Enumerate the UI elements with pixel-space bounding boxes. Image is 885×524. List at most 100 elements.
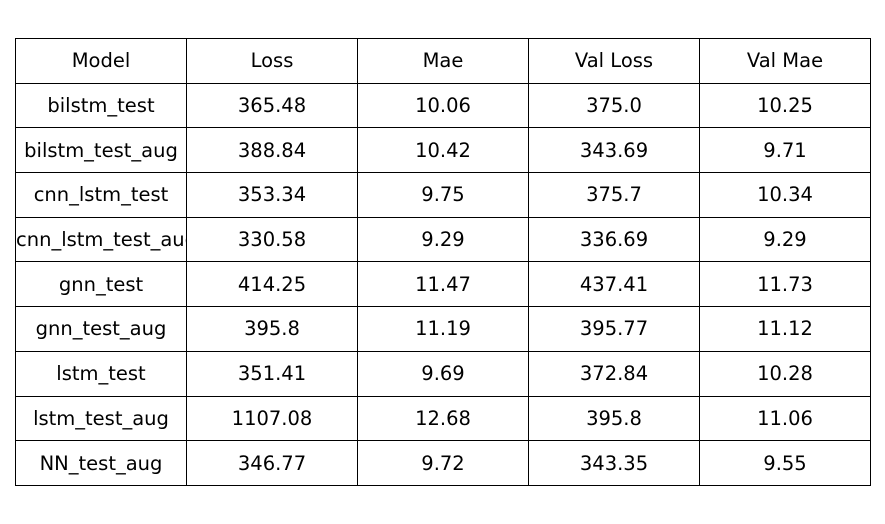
table-row: bilstm_test 365.48 10.06 375.0 10.25 [15,82,871,129]
model-name-cell: bilstm_test [15,82,187,129]
table-row: NN_test_aug 346.77 9.72 343.35 9.55 [15,440,871,486]
metric-cell: 372.84 [528,350,700,397]
cell-value: 395.8 [244,317,300,341]
metric-cell: 336.69 [528,216,700,263]
metric-cell: 437.41 [528,261,700,308]
table-header-row: Model Loss Mae Val Loss Val Mae [15,38,871,84]
column-header: Mae [357,38,529,84]
table-row: gnn_test_aug 395.8 11.19 395.77 11.12 [15,306,871,352]
results-table: Model Loss Mae Val Loss Val Mae bilstm_test 3… [15,38,871,486]
column-header: Val Mae [699,38,871,84]
metric-cell: 9.69 [357,350,529,397]
cell-value: lstm_test_aug [33,406,169,430]
model-name-cell: lstm_test_aug [15,395,187,442]
metric-cell: 9.55 [699,440,871,486]
column-header: Loss [186,38,358,84]
metric-cell: 351.41 [186,350,358,397]
cell-value: 9.29 [421,228,465,252]
cell-value: 10.06 [415,94,471,118]
model-name-cell: NN_test_aug [15,440,187,486]
cell-value: 372.84 [579,362,649,386]
cell-value: cnn_lstm_test_aug [16,228,186,252]
metric-cell: 414.25 [186,261,358,308]
cell-value: 10.28 [757,362,813,386]
cell-value: 10.42 [415,138,471,162]
metric-cell: 10.06 [357,82,529,129]
table-row: bilstm_test_aug 388.84 10.42 343.69 9.71 [15,127,871,174]
cell-value: 1107.08 [231,406,313,430]
cell-value: gnn_test [58,272,144,296]
table-row: lstm_test_aug 1107.08 12.68 395.8 11.06 [15,395,871,442]
cell-value: 414.25 [237,272,307,296]
cell-value: 9.29 [763,228,807,252]
metric-cell: 10.42 [357,127,529,174]
metric-cell: 9.75 [357,172,529,218]
cell-value: 365.48 [237,94,307,118]
cell-value: 11.19 [415,317,471,341]
metric-cell: 10.34 [699,172,871,218]
column-header-label: Model [71,49,131,73]
cell-value: 346.77 [237,451,307,475]
cell-value: 9.71 [763,138,807,162]
metric-cell: 365.48 [186,82,358,129]
cell-value: 375.0 [586,94,642,118]
cell-value: 375.7 [586,183,642,207]
cell-value: bilstm_test_aug [24,138,178,162]
cell-value: NN_test_aug [39,451,163,475]
metric-cell: 395.8 [528,395,700,442]
cell-value: 10.25 [757,94,813,118]
table-row: cnn_lstm_test 353.34 9.75 375.7 10.34 [15,172,871,218]
cell-value: 9.69 [421,362,465,386]
cell-value: 11.06 [757,406,813,430]
cell-value: 353.34 [237,183,307,207]
cell-value: 11.12 [757,317,813,341]
metric-cell: 11.47 [357,261,529,308]
model-name-cell: cnn_lstm_test_aug [15,216,187,263]
column-header-label: Loss [250,49,294,73]
cell-value: 10.34 [757,183,813,207]
model-name-cell: cnn_lstm_test [15,172,187,218]
cell-value: 12.68 [415,406,471,430]
cell-value: 9.72 [421,451,465,475]
metric-cell: 343.35 [528,440,700,486]
cell-value: 11.73 [757,272,813,296]
table-row: lstm_test 351.41 9.69 372.84 10.28 [15,350,871,397]
metric-cell: 9.72 [357,440,529,486]
cell-value: gnn_test_aug [35,317,167,341]
column-header: Model [15,38,187,84]
cell-value: cnn_lstm_test [33,183,169,207]
column-header: Val Loss [528,38,700,84]
metric-cell: 10.25 [699,82,871,129]
metric-cell: 395.8 [186,306,358,352]
cell-value: 343.69 [579,138,649,162]
metric-cell: 375.7 [528,172,700,218]
metric-cell: 330.58 [186,216,358,263]
cell-value: 343.35 [579,451,649,475]
cell-value: 11.47 [415,272,471,296]
metric-cell: 388.84 [186,127,358,174]
cell-value: 351.41 [237,362,307,386]
model-name-cell: lstm_test [15,350,187,397]
model-name-cell: gnn_test [15,261,187,308]
table-body: bilstm_test 365.48 10.06 375.0 10.25 bilstm_t… [15,82,871,486]
metric-cell: 395.77 [528,306,700,352]
metric-cell: 9.29 [699,216,871,263]
table-row: cnn_lstm_test_aug 330.58 9.29 336.69 9.29 [15,216,871,263]
model-name-cell: bilstm_test_aug [15,127,187,174]
cell-value: 330.58 [237,228,307,252]
metric-cell: 1107.08 [186,395,358,442]
cell-value: bilstm_test [47,94,155,118]
cell-value: lstm_test [56,362,146,386]
metric-cell: 346.77 [186,440,358,486]
metric-cell: 12.68 [357,395,529,442]
cell-value: 437.41 [579,272,649,296]
metric-cell: 11.06 [699,395,871,442]
metric-cell: 353.34 [186,172,358,218]
cell-value: 9.55 [763,451,807,475]
cell-value: 395.77 [579,317,649,341]
metric-cell: 11.19 [357,306,529,352]
model-name-cell: gnn_test_aug [15,306,187,352]
metric-cell: 11.12 [699,306,871,352]
metric-cell: 9.29 [357,216,529,263]
metric-cell: 343.69 [528,127,700,174]
